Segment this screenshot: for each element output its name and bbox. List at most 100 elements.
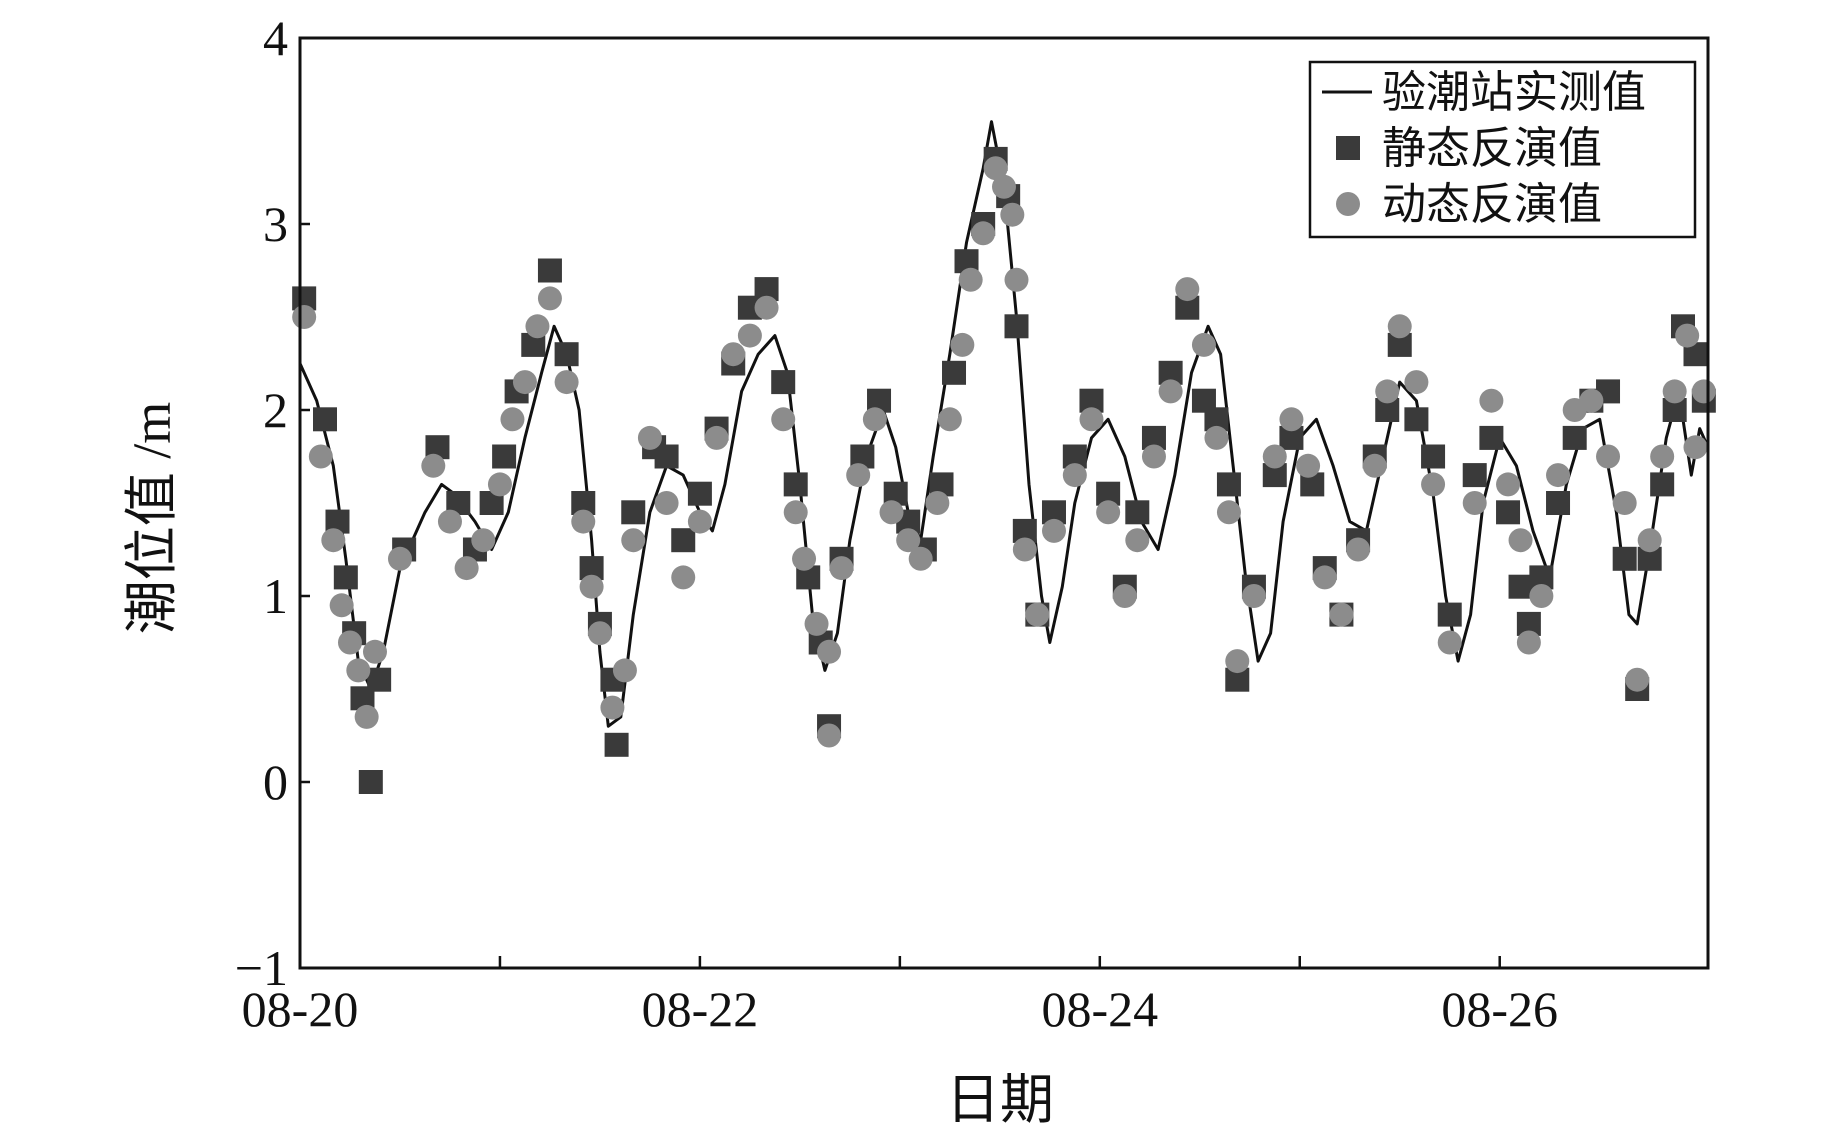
data-point-circle: [654, 491, 679, 515]
data-point-circle: [1296, 453, 1321, 478]
data-point-circle: [1650, 444, 1675, 469]
x-tick-label: 08-24: [1041, 981, 1158, 1037]
data-point-circle: [1596, 444, 1621, 469]
data-point-circle: [587, 621, 612, 646]
data-point-circle: [1025, 602, 1050, 627]
data-point-circle: [704, 425, 729, 450]
data-point-circle: [1041, 518, 1066, 543]
data-point-circle: [1004, 267, 1029, 292]
data-point-circle: [783, 500, 808, 525]
data-point-circle: [387, 546, 412, 571]
data-point-circle: [983, 156, 1008, 181]
data-point-square: [604, 732, 629, 757]
data-point-circle: [1312, 565, 1337, 590]
data-point-circle: [1579, 388, 1604, 413]
data-point-circle: [1096, 500, 1121, 525]
data-point-circle: [571, 509, 596, 534]
data-point-circle: [817, 723, 842, 748]
data-point-circle: [1000, 202, 1025, 227]
data-point-circle: [1437, 630, 1462, 655]
data-point-circle: [621, 528, 646, 553]
data-point-circle: [1375, 379, 1400, 404]
data-point-circle: [971, 221, 996, 246]
x-axis-title: 日期: [946, 1070, 1054, 1130]
data-point-circle: [937, 407, 962, 432]
data-point-square: [367, 667, 392, 692]
data-point-square: [537, 258, 562, 283]
data-point-circle: [1612, 491, 1637, 515]
data-point-square: [783, 472, 808, 497]
legend-entry: 验潮站实测值: [1322, 68, 1646, 117]
data-point-square: [333, 565, 358, 590]
data-point-circle: [754, 295, 779, 320]
data-point-circle: [308, 444, 333, 469]
data-point-circle: [1683, 435, 1708, 460]
data-point-circle: [1421, 472, 1446, 497]
data-point-circle: [737, 323, 762, 348]
data-point-circle: [846, 463, 871, 488]
data-point-circle: [1191, 332, 1216, 357]
data-point-square: [771, 370, 796, 395]
data-point-square: [621, 500, 646, 525]
data-point-circle: [1062, 463, 1087, 488]
data-point-square: [671, 528, 696, 553]
x-tick-label: 08-22: [642, 981, 759, 1037]
data-point-circle: [421, 453, 446, 478]
data-point-circle: [1516, 630, 1541, 655]
legend-label: 验潮站实测值: [1382, 68, 1646, 117]
data-point-circle: [950, 332, 975, 357]
data-point-circle: [925, 491, 950, 515]
data-point-square: [654, 444, 679, 469]
data-point-square: [1650, 472, 1675, 497]
data-point-circle: [817, 639, 842, 664]
data-point-circle: [1329, 602, 1354, 627]
data-point-circle: [1158, 379, 1183, 404]
data-point-circle: [1125, 528, 1150, 553]
data-point-square: [1479, 425, 1504, 450]
data-point-square: [1125, 500, 1150, 525]
data-point-circle: [512, 370, 537, 395]
data-point-square: [325, 509, 350, 534]
data-point-circle: [771, 407, 796, 432]
legend-entry: 静态反演值: [1336, 124, 1602, 173]
data-point-circle: [1637, 528, 1662, 553]
data-point-circle: [346, 658, 371, 683]
data-point-circle: [1462, 491, 1487, 515]
data-point-circle: [1225, 649, 1250, 674]
data-point-square: [1546, 491, 1571, 515]
data-point-square: [1508, 574, 1533, 599]
data-point-circle: [537, 286, 562, 311]
data-point-circle: [804, 611, 829, 636]
data-point-square: [1462, 463, 1487, 488]
y-tick-label: 2: [263, 382, 288, 438]
data-point-circle: [362, 639, 387, 664]
data-point-circle: [1079, 407, 1104, 432]
data-point-circle: [1662, 379, 1687, 404]
data-point-circle: [1241, 584, 1266, 608]
data-point-circle: [1279, 407, 1304, 432]
data-point-circle: [292, 305, 317, 329]
data-point-circle: [337, 630, 362, 655]
legend-square-swatch: [1336, 136, 1360, 160]
data-point-circle: [487, 472, 512, 497]
data-point-circle: [329, 593, 354, 618]
data-point-circle: [687, 509, 712, 534]
data-point-circle: [1404, 370, 1429, 395]
x-tick-label: 08-26: [1441, 981, 1558, 1037]
data-point-square: [358, 770, 383, 794]
y-tick-label: 4: [263, 10, 288, 66]
data-point-circle: [1479, 388, 1504, 413]
data-point-circle: [1012, 537, 1037, 562]
y-tick-label: −1: [235, 940, 288, 996]
data-point-circle: [554, 370, 579, 395]
data-point-circle: [1529, 584, 1554, 608]
y-tick-label: 3: [263, 196, 288, 252]
data-point-circle: [792, 546, 817, 571]
data-point-circle: [879, 500, 904, 525]
data-point-circle: [525, 314, 550, 339]
data-point-square: [492, 444, 517, 469]
data-point-square: [1562, 425, 1587, 450]
data-point-circle: [637, 425, 662, 450]
